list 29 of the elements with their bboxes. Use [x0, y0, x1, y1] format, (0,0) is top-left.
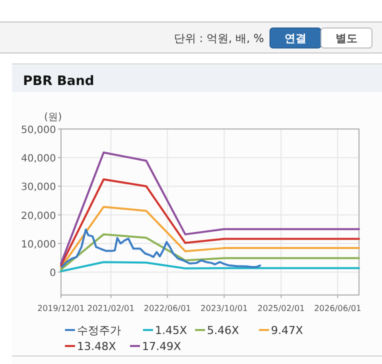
legend-label: 9.47X	[271, 324, 304, 337]
x-tick-label: 2019/12/01	[37, 303, 85, 313]
y-tick-label: 30,000	[21, 182, 56, 194]
x-tick-label: 2022/06/01	[144, 303, 192, 313]
y-tick-label: 0	[50, 268, 56, 280]
legend-label: 1.45X	[155, 324, 188, 337]
x-tick-label: 2021/02/01	[87, 303, 134, 313]
text: 단위 : 억원, 배, %	[174, 32, 264, 45]
line-series	[60, 178, 360, 267]
line-series	[60, 233, 360, 271]
line-series	[60, 206, 360, 269]
chart-title: PBR Band	[23, 74, 94, 89]
x-tick-label: 2025/02/01	[258, 303, 305, 313]
line-series	[60, 151, 360, 265]
button: 별도	[320, 28, 372, 48]
legend-label: 5.46X	[207, 324, 240, 337]
y-tick-label: 20,000	[21, 210, 56, 222]
x-tick-label: 2023/10/01	[200, 303, 248, 313]
y-tick-label: 10,000	[21, 239, 56, 250]
legend-label: 수정주가	[77, 324, 121, 337]
legend-label: 13.48X	[77, 340, 116, 353]
y-tick-label: 40,000	[21, 154, 56, 165]
y-tick-label: 50,000	[21, 125, 56, 136]
button: 연결	[270, 28, 322, 48]
y-axis-title: (원)	[44, 112, 62, 123]
line-series	[60, 228, 262, 268]
legend-label: 17.49X	[142, 340, 182, 353]
x-tick-label: 2026/06/01	[314, 303, 362, 313]
line-series	[60, 261, 360, 272]
